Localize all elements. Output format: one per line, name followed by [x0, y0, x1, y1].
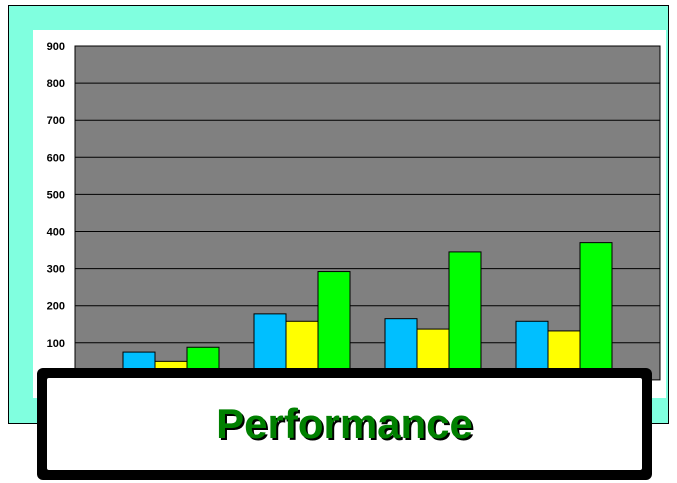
y-tick-label: 900	[47, 41, 65, 53]
y-tick-label: 400	[47, 227, 65, 239]
y-tick-label: 300	[47, 264, 65, 276]
bar-series3-group2	[317, 271, 351, 381]
y-tick-label: 200	[47, 301, 65, 313]
y-tick-label: 500	[47, 189, 65, 201]
bar-series3-group4	[579, 242, 613, 381]
plot-area	[74, 45, 661, 381]
y-tick-label: 600	[47, 152, 65, 164]
title-banner-panel: Performance	[47, 378, 642, 470]
y-tick-label: 100	[47, 338, 65, 350]
y-tick-label: 700	[47, 115, 65, 127]
bar-chart: 100 200 300 400 500 600 700 800 900	[47, 41, 661, 381]
chart-panel: 100 200 300 400 500 600 700 800 900	[33, 30, 666, 398]
banner-title: Performance	[216, 400, 473, 447]
y-tick-label: 800	[47, 78, 65, 90]
y-axis-ticks: 100 200 300 400 500 600 700 800 900	[47, 41, 65, 350]
bar-series3-group3	[448, 251, 482, 381]
title-banner: Performance	[37, 368, 652, 480]
